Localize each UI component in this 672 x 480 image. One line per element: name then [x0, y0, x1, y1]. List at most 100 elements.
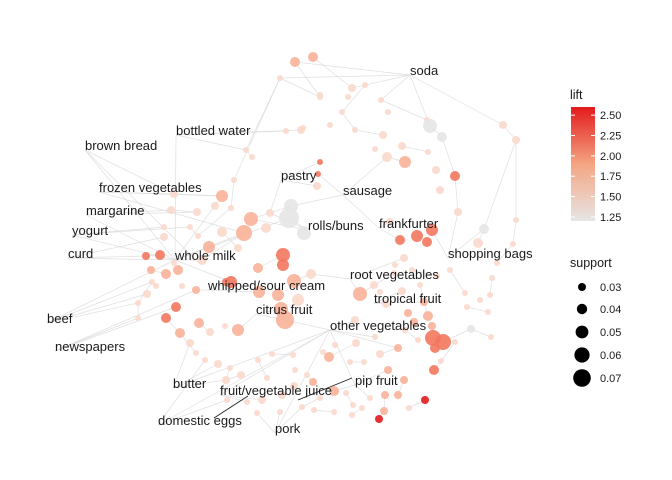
rule-node	[147, 266, 155, 274]
support-size-key	[575, 325, 589, 339]
item-label: frozen vegetables	[99, 180, 202, 195]
rule-node	[171, 302, 181, 312]
rule-node	[343, 390, 349, 396]
support-tick-label: 0.05	[600, 327, 621, 339]
rule-node	[290, 382, 298, 390]
rule-edge	[341, 84, 366, 113]
support-legend: support 0.03 0.04 0.05 0.06 0.07	[570, 256, 621, 387]
rule-node	[243, 147, 249, 153]
item-label: frankfurter	[379, 216, 439, 231]
rule-node	[261, 223, 271, 233]
rule-edge	[441, 136, 456, 177]
rule-edge	[173, 193, 223, 197]
item-label: other vegetables	[330, 318, 427, 333]
rule-edge	[274, 411, 281, 434]
rule-node	[206, 328, 214, 336]
rule-node	[423, 119, 437, 133]
rule-node	[173, 265, 183, 275]
rule-edge	[46, 281, 153, 324]
rule-node	[467, 325, 475, 333]
rule-node	[283, 128, 289, 134]
rule-node	[306, 269, 316, 279]
rule-node	[421, 396, 429, 404]
item-label: rolls/buns	[308, 218, 364, 233]
edges-layer	[46, 56, 517, 434]
item-label: domestic eggs	[158, 413, 242, 428]
item-label: pork	[275, 421, 301, 436]
rule-edge	[279, 77, 321, 98]
rule-node	[462, 290, 468, 296]
lift-tick-label: 1.50	[600, 192, 621, 204]
rule-node	[311, 407, 317, 413]
rule-edge	[67, 236, 165, 259]
rule-node	[436, 186, 444, 194]
rule-node	[512, 136, 520, 144]
rule-node	[290, 352, 296, 358]
rule-node	[415, 337, 421, 343]
rule-node	[361, 359, 367, 365]
rule-node	[202, 357, 208, 363]
rule-node	[331, 409, 337, 415]
rule-node	[452, 339, 458, 345]
rule-node	[499, 121, 507, 129]
rule-node	[386, 218, 394, 226]
rule-edge	[310, 273, 351, 280]
rule-node	[197, 255, 207, 265]
rule-node	[253, 286, 265, 298]
rule-node	[422, 237, 432, 247]
rule-nodes-layer	[135, 52, 520, 423]
rule-edge	[274, 329, 331, 434]
rule-node	[253, 263, 263, 273]
rule-node	[254, 410, 260, 416]
rule-node	[278, 391, 286, 399]
item-label: sausage	[343, 183, 392, 198]
rule-node	[359, 405, 365, 411]
rule-node	[432, 166, 440, 174]
rule-node	[236, 225, 252, 241]
rule-edge	[449, 269, 466, 294]
rule-node	[351, 316, 359, 324]
rule-node	[135, 300, 141, 306]
rule-node	[379, 131, 387, 139]
rule-node	[143, 290, 151, 298]
rule-edge	[496, 243, 514, 264]
rule-node	[425, 149, 431, 155]
support-size-key	[574, 347, 590, 363]
rule-edge	[373, 290, 403, 304]
rule-node	[222, 278, 230, 286]
rule-node	[234, 244, 242, 252]
rule-node	[214, 360, 222, 368]
rule-node	[398, 287, 406, 295]
rule-node	[277, 259, 289, 271]
rule-node	[423, 311, 433, 321]
rule-node	[297, 226, 311, 240]
rule-node	[228, 205, 234, 211]
rule-edge	[447, 228, 485, 259]
item-label: pastry	[281, 168, 317, 183]
rule-node	[473, 238, 483, 248]
rule-node	[161, 224, 167, 230]
item-label: bottled water	[176, 123, 251, 138]
rule-edge	[201, 232, 245, 261]
rule-edge	[351, 74, 411, 89]
rule-node	[434, 273, 440, 279]
item-label: margarine	[86, 203, 145, 218]
rule-node	[227, 365, 233, 371]
rule-edge	[219, 394, 263, 401]
rule-node	[429, 365, 439, 375]
rule-edge	[349, 257, 405, 280]
rule-node	[400, 376, 408, 384]
rule-node	[171, 260, 177, 266]
rule-edge	[329, 329, 399, 349]
rule-edge	[175, 130, 287, 136]
rule-node	[222, 323, 228, 329]
rule-edge	[84, 149, 175, 195]
rule-node	[217, 227, 227, 237]
rule-edge	[84, 149, 197, 261]
rule-edge	[269, 179, 282, 214]
rule-node	[381, 391, 389, 399]
rule-edge	[219, 329, 331, 396]
rule-node	[428, 322, 436, 330]
item-label: butter	[173, 376, 207, 391]
